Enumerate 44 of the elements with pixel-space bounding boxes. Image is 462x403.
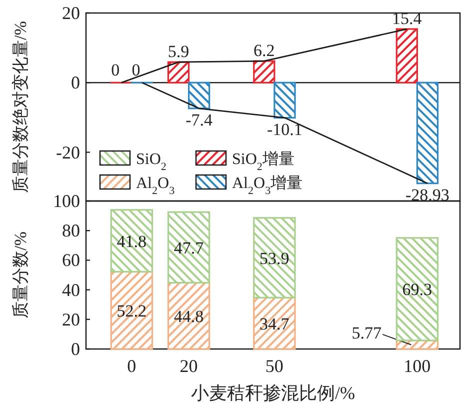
- data-label: 0: [132, 60, 140, 80]
- bar: [167, 61, 190, 84]
- y-tick-label: 20: [62, 309, 80, 330]
- bar: [274, 82, 296, 119]
- data-label: -28.93: [405, 185, 450, 204]
- data-label: 5.9: [168, 42, 190, 62]
- bar: [110, 270, 154, 350]
- y-tick-label: 20: [62, 3, 80, 23]
- legend-label: Al$_{2}$O$_{3}$增量: [232, 175, 303, 197]
- y-axis-title: 质量分数/%: [11, 232, 30, 318]
- legend-label: SiO$_{2}$: [136, 151, 166, 173]
- data-label: 53.9: [260, 248, 290, 268]
- data-label: -7.4: [186, 110, 214, 130]
- legend-label: SiO$_{2}$增量: [232, 151, 294, 173]
- y-tick-label: 0: [71, 72, 80, 93]
- x-tick-label: 20: [180, 356, 198, 376]
- y-tick-label: 100: [53, 191, 80, 211]
- data-label: 0: [111, 60, 120, 80]
- x-tick-label: 50: [265, 356, 284, 376]
- x-tick-label: 0: [127, 356, 136, 376]
- y-tick-label: 60: [62, 250, 80, 270]
- bar: [396, 28, 418, 84]
- data-label: 47.7: [174, 238, 204, 258]
- bar: [416, 82, 439, 184]
- legend-label: Al$_{2}$O$_{3}$: [136, 175, 176, 197]
- data-label: 41.8: [116, 232, 147, 251]
- x-axis-title: 小麦秸秆掺混比例/%: [191, 383, 355, 403]
- y-axis-title: 质量分数绝对变化量/%: [11, 21, 30, 193]
- data-label: 6.2: [254, 41, 275, 60]
- y-tick-label: -20: [56, 142, 80, 162]
- bar: [110, 209, 154, 273]
- line-series: [120, 28, 408, 84]
- bar: [253, 217, 296, 298]
- x-tick-label: 100: [404, 356, 431, 376]
- data-label: -10.1: [266, 120, 302, 139]
- bar: [253, 60, 276, 84]
- y-tick-label: 80: [62, 220, 80, 241]
- bar: [188, 82, 210, 110]
- y-tick-label: 0: [71, 339, 80, 359]
- bar: [167, 211, 210, 284]
- data-label: 69.3: [402, 280, 432, 300]
- y-tick-label: 40: [62, 280, 80, 300]
- bar: [396, 237, 439, 342]
- data-label: 5.77: [352, 323, 382, 342]
